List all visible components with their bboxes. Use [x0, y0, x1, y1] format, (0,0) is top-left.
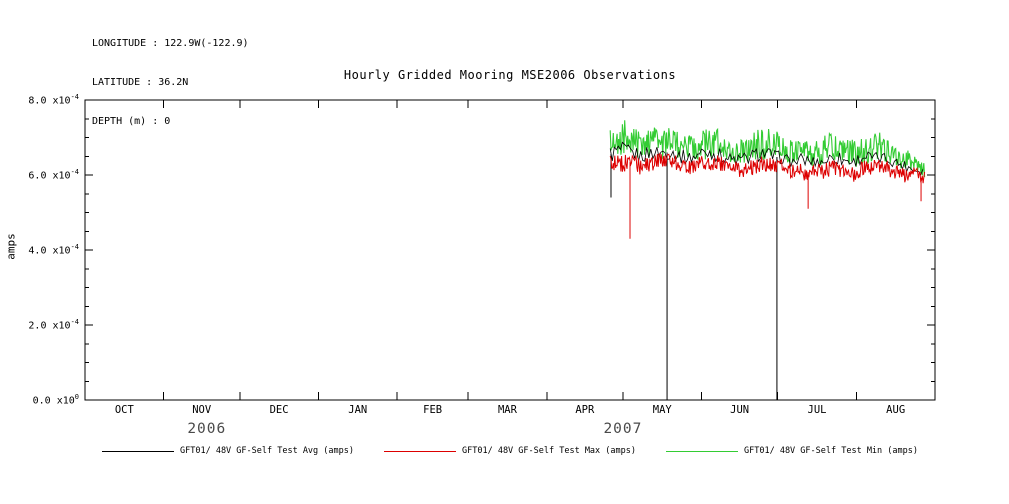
- y-tick-label: 4.0 x10-4: [28, 243, 79, 257]
- x-tick-label-month: DEC: [269, 404, 289, 416]
- x-tick-label-month: MAR: [497, 404, 517, 416]
- legend-item-avg: GFT01/ 48V GF-Self Test Avg (amps): [102, 446, 354, 456]
- metadata-block: LONGITUDE : 122.9W(-122.9) LATITUDE : 36…: [92, 11, 249, 154]
- y-tick-label: 2.0 x10-4: [28, 318, 79, 332]
- x-year-label: 2007: [603, 421, 643, 437]
- legend-line-avg-swatch: [102, 450, 174, 452]
- legend-line-min-swatch: [666, 450, 738, 452]
- series-line-1: [609, 152, 926, 184]
- y-tick-label: 0.0 x100: [32, 393, 79, 407]
- chart-title: Hourly Gridded Mooring MSE2006 Observati…: [343, 68, 677, 82]
- series-line-0: [609, 141, 924, 176]
- y-tick-label: 6.0 x10-4: [28, 168, 79, 182]
- y-tick-label: 8.0 x10-4: [28, 93, 79, 107]
- longitude-label: LONGITUDE : 122.9W(-122.9): [92, 38, 249, 49]
- legend-label-min: GFT01/ 48V GF-Self Test Min (amps): [744, 446, 918, 456]
- x-tick-label-month: MAY: [652, 404, 672, 416]
- legend-item-max: GFT01/ 48V GF-Self Test Max (amps): [384, 446, 636, 456]
- x-tick-label-month: AUG: [886, 404, 906, 416]
- x-year-label: 2006: [187, 421, 227, 437]
- x-tick-label-month: APR: [575, 404, 595, 416]
- depth-label: DEPTH (m) : 0: [92, 116, 171, 127]
- legend-line-max-swatch: [384, 450, 456, 452]
- legend: GFT01/ 48V GF-Self Test Avg (amps) GFT01…: [60, 446, 960, 456]
- legend-label-avg: GFT01/ 48V GF-Self Test Avg (amps): [180, 446, 354, 456]
- legend-label-max: GFT01/ 48V GF-Self Test Max (amps): [462, 446, 636, 456]
- latitude-label: LATITUDE : 36.2N: [92, 77, 189, 88]
- x-tick-label-month: FEB: [423, 404, 443, 416]
- legend-item-min: GFT01/ 48V GF-Self Test Min (amps): [666, 446, 918, 456]
- x-tick-label-month: NOV: [192, 404, 212, 416]
- x-tick-label-month: OCT: [114, 404, 134, 416]
- x-tick-label-month: JUN: [730, 404, 750, 416]
- x-tick-label-month: JUL: [807, 404, 827, 416]
- x-tick-label-month: JAN: [348, 404, 368, 416]
